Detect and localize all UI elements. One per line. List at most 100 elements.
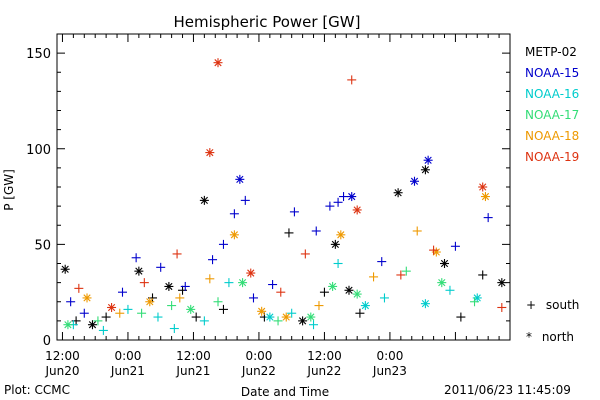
data-point <box>328 281 338 291</box>
south-label: south <box>545 298 580 312</box>
series-noaa-18 <box>82 192 490 322</box>
data-point <box>180 281 190 291</box>
legend-north-marker: * north <box>526 330 574 344</box>
data-point <box>123 304 133 314</box>
data-point <box>60 264 70 274</box>
data-point <box>265 312 275 322</box>
plot-timestamp: 2011/06/23 11:45:09 <box>444 383 571 397</box>
data-point <box>480 192 490 202</box>
x-tick-label-date: Jun21 <box>110 364 145 378</box>
data-point <box>238 278 248 288</box>
y-tick-label: 0 <box>43 334 51 349</box>
data-point <box>325 201 335 211</box>
x-tick-label-date: Jun22 <box>241 364 276 378</box>
data-point <box>248 293 258 303</box>
x-tick-label-time: 0:00 <box>245 349 272 363</box>
data-point <box>287 308 297 318</box>
data-point <box>273 316 283 326</box>
north-symbol: * <box>526 330 532 344</box>
x-tick-label-time: 12:00 <box>45 349 80 363</box>
legend-item: METP-02 <box>525 45 577 59</box>
data-point <box>268 280 278 290</box>
data-point <box>169 324 179 334</box>
data-point <box>164 281 174 291</box>
data-point <box>82 293 92 303</box>
legend-item: NOAA-15 <box>525 66 580 80</box>
data-point <box>276 287 286 297</box>
data-point <box>393 188 403 198</box>
x-tick-label-time: 12:00 <box>176 349 211 363</box>
data-point <box>153 312 163 322</box>
data-point <box>456 312 466 322</box>
legend-item: NOAA-16 <box>525 87 580 101</box>
data-point <box>156 262 166 272</box>
data-point <box>420 299 430 309</box>
data-point <box>289 207 299 217</box>
y-tick-label: 50 <box>34 238 51 253</box>
data-point <box>281 312 291 322</box>
data-point <box>314 301 324 311</box>
series-metp-02 <box>60 165 507 330</box>
data-point <box>257 306 267 316</box>
data-point <box>117 287 127 297</box>
data-point <box>347 192 357 202</box>
data-points <box>60 58 507 335</box>
y-axis-ticks: 0 50 100 150 <box>26 33 510 349</box>
data-point <box>115 308 125 318</box>
data-point <box>344 285 354 295</box>
legend-item: NOAA-18 <box>525 129 580 143</box>
data-point <box>87 320 97 330</box>
data-point <box>208 255 218 265</box>
data-point <box>347 75 357 85</box>
data-point <box>101 312 111 322</box>
data-point <box>107 302 117 312</box>
y-tick-label: 150 <box>26 47 51 62</box>
north-label: north <box>541 330 575 344</box>
data-point <box>497 302 507 312</box>
data-point <box>401 266 411 276</box>
legend-south-marker: + south <box>526 298 579 312</box>
data-point <box>175 293 185 303</box>
data-point <box>74 283 84 293</box>
data-point <box>339 192 349 202</box>
data-point <box>63 320 73 330</box>
data-point <box>139 278 149 288</box>
data-point <box>199 195 209 205</box>
x-axis-label: Date and Time <box>241 385 329 399</box>
data-point <box>478 182 488 192</box>
y-tick-label: 100 <box>26 143 51 158</box>
data-point <box>423 155 433 165</box>
data-point <box>355 308 365 318</box>
data-point <box>478 270 488 280</box>
data-point <box>377 257 387 267</box>
data-point <box>330 239 340 249</box>
series-noaa-19 <box>74 58 507 312</box>
x-tick-label-date: Jun21 <box>175 364 210 378</box>
data-point <box>409 176 419 186</box>
data-point <box>300 249 310 259</box>
data-point <box>379 293 389 303</box>
data-point <box>352 205 362 215</box>
data-point <box>134 266 144 276</box>
data-point <box>306 312 316 322</box>
data-point <box>167 301 177 311</box>
data-point <box>131 253 141 263</box>
data-point <box>145 297 155 307</box>
data-point <box>369 272 379 282</box>
data-point <box>224 278 234 288</box>
data-point <box>199 316 209 326</box>
chart-title: Hemispheric Power [GW] <box>174 13 361 31</box>
data-point <box>205 274 215 284</box>
series-noaa-16 <box>68 259 482 335</box>
x-tick-label-date: Jun22 <box>306 364 341 378</box>
legend-item: NOAA-17 <box>525 108 580 122</box>
data-point <box>336 230 346 240</box>
data-point <box>396 270 406 280</box>
series-noaa-15 <box>66 155 493 318</box>
data-point <box>98 325 108 335</box>
y-axis-label: P [GW] <box>2 169 16 211</box>
data-point <box>309 320 319 330</box>
data-point <box>412 226 422 236</box>
data-point <box>246 268 256 278</box>
